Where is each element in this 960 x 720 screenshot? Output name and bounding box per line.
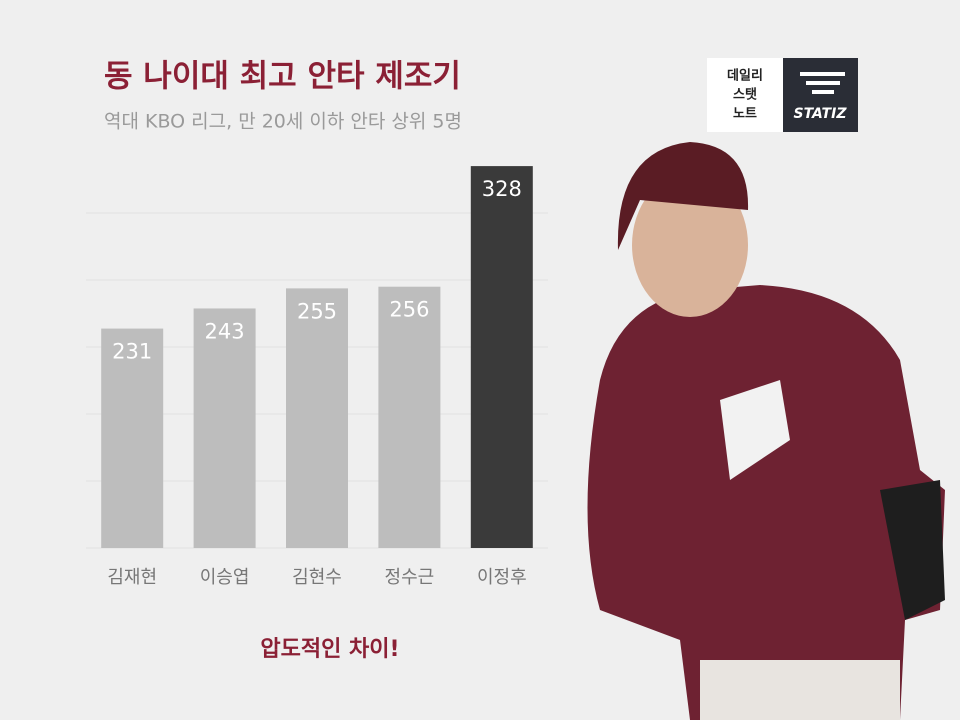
pants — [700, 660, 900, 720]
value-label: 231 — [112, 340, 152, 364]
bar — [101, 328, 164, 548]
bar — [378, 286, 441, 548]
x-tick-label: 정수근 — [385, 567, 435, 588]
bar — [470, 166, 533, 548]
logo-brand: STATIZ — [794, 106, 848, 122]
x-tick-label: 이정후 — [477, 567, 527, 588]
chart-title: 동 나이대 최고 안타 제조기 — [104, 59, 461, 95]
logo: 데일리 스탯 노트 STATIZ — [707, 58, 858, 132]
logo-box — [707, 58, 783, 132]
value-label: 243 — [205, 319, 245, 343]
value-label: 328 — [482, 177, 522, 201]
chart-subtitle: 역대 KBO 리그, 만 20세 이하 안타 상위 5명 — [104, 111, 462, 133]
logo-text: 노트 — [733, 107, 757, 122]
face — [632, 173, 748, 317]
x-tick-label: 김재현 — [107, 567, 157, 588]
helmet — [617, 142, 749, 250]
logo-text: 데일리 — [727, 68, 763, 84]
player-photo — [587, 142, 945, 720]
logo-icon — [800, 72, 845, 94]
value-label: 256 — [389, 298, 429, 322]
glove — [880, 480, 945, 620]
logo-text: 스탯 — [733, 87, 757, 103]
batting-glove — [720, 380, 790, 480]
bar — [286, 288, 348, 548]
bar — [193, 308, 256, 548]
x-tick-label: 이승엽 — [200, 567, 250, 588]
value-label: 255 — [297, 299, 337, 323]
annotation: 압도적인 차이! — [260, 637, 399, 662]
logo-brand-box — [783, 58, 858, 132]
jersey — [587, 285, 945, 720]
x-tick-label: 김현수 — [292, 567, 342, 588]
